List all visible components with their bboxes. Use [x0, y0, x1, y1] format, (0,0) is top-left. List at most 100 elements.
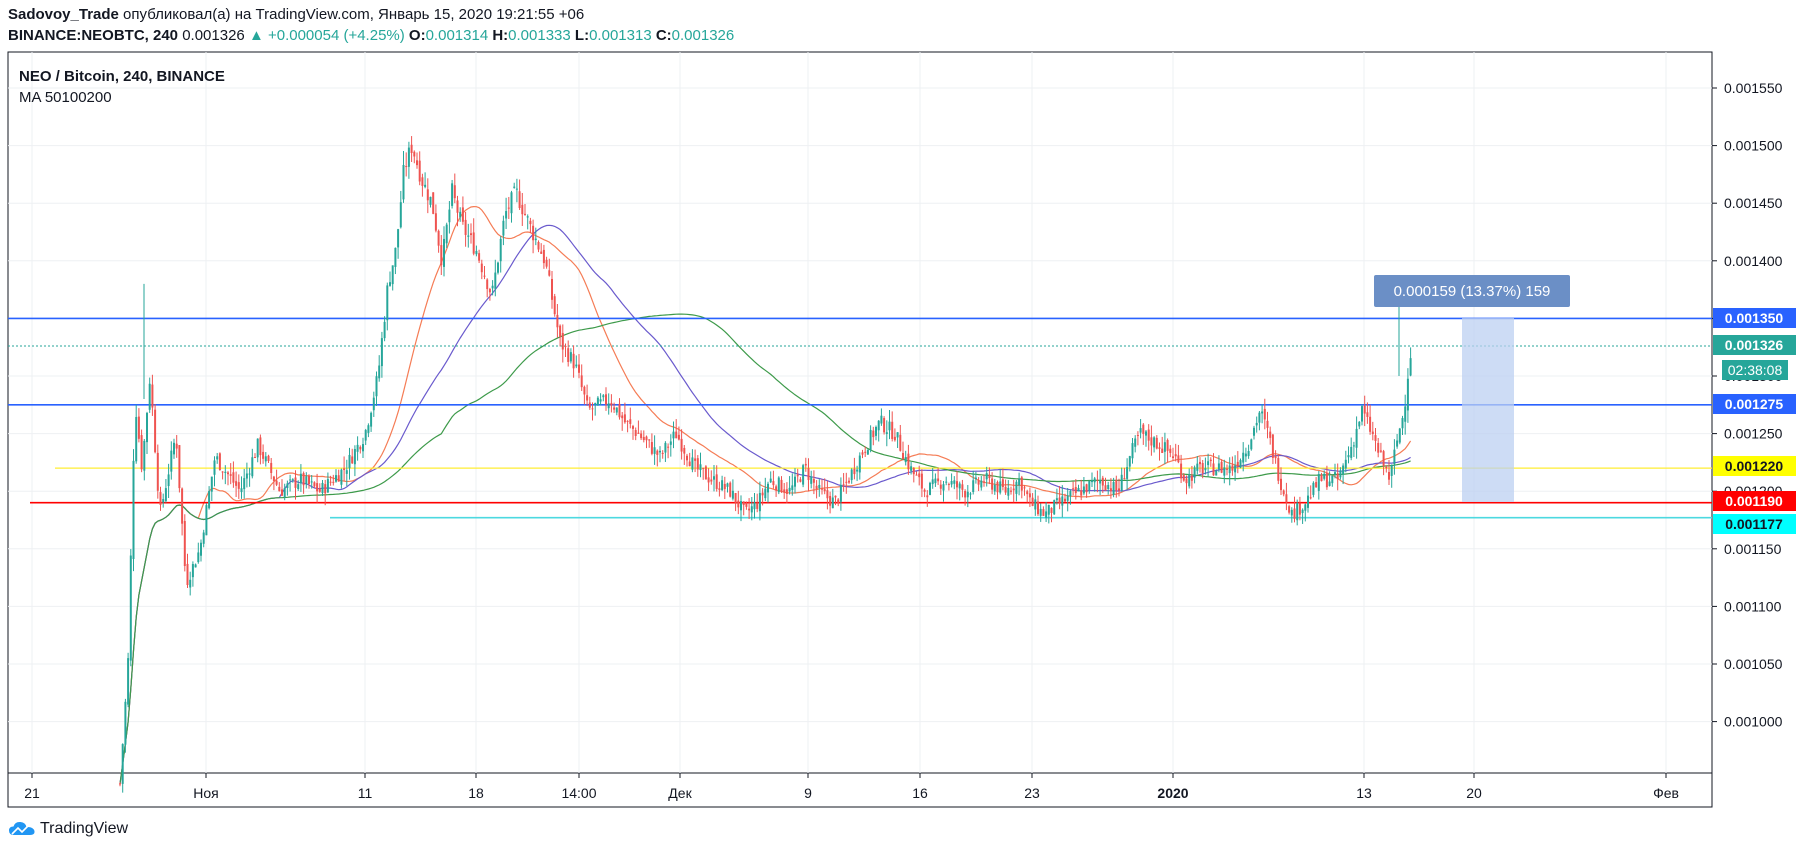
candle-body — [524, 213, 526, 215]
candle-body — [753, 502, 756, 510]
candle-body — [1074, 487, 1077, 494]
tag-1177: 0.001177 — [1725, 516, 1783, 532]
measure-label: 0.000159 (13.37%) 159 — [1394, 283, 1551, 300]
candle-body — [1379, 450, 1382, 452]
candle-body — [1339, 470, 1342, 478]
candle-body — [291, 479, 294, 481]
candle-body — [1377, 442, 1380, 453]
ma100-line — [119, 224, 1411, 784]
author-name[interactable]: Sadovoy_Trade — [8, 6, 119, 23]
candle-body — [929, 482, 931, 495]
candle-body — [896, 432, 899, 438]
candle-body — [1080, 490, 1083, 496]
candle-body — [1134, 438, 1137, 447]
candle-body — [1147, 429, 1150, 441]
candle-body — [375, 376, 378, 397]
candle-body — [129, 555, 132, 661]
candle-body — [869, 429, 872, 450]
horizontal-levels[interactable] — [8, 317, 1712, 519]
candle-body — [1066, 495, 1069, 501]
candle-body — [1042, 509, 1045, 516]
candle-body — [1201, 463, 1204, 474]
candle-body — [1217, 463, 1220, 470]
candle-body — [459, 211, 462, 218]
candle-body — [1018, 479, 1021, 486]
candle-body — [810, 476, 813, 484]
candle-body — [1028, 493, 1031, 498]
candle-body — [394, 247, 397, 267]
candle-body — [818, 484, 821, 489]
candle-body — [1398, 428, 1401, 443]
candle-body — [202, 532, 205, 544]
candles — [119, 136, 1412, 793]
price-range-measure[interactable]: 0.000159 (13.37%) 159 — [1374, 275, 1570, 502]
tradingview-brand[interactable]: TradingView — [40, 820, 129, 837]
candle-body — [664, 442, 667, 453]
candle-body — [421, 177, 424, 186]
candle-body — [402, 164, 405, 200]
candle-body — [1307, 495, 1309, 508]
candle-body — [410, 144, 413, 154]
candle-body — [194, 564, 197, 568]
candle-body — [904, 456, 907, 463]
candle-body — [248, 473, 251, 475]
candle-body — [734, 493, 737, 503]
candle-body — [1277, 458, 1280, 481]
tag-1350: 0.001350 — [1725, 310, 1784, 326]
price-chart[interactable]: 0.000159 (13.37%) 159 0.001550 0.001500 0.… — [0, 0, 1805, 820]
candle-body — [772, 481, 775, 486]
candle-body — [702, 467, 705, 469]
candle-body — [888, 421, 891, 431]
candle-body — [399, 202, 402, 228]
candle-body — [1188, 474, 1191, 487]
tag-bg-1190 — [1713, 491, 1796, 511]
candle-body — [880, 415, 883, 424]
candle-body — [1185, 478, 1188, 484]
candle-body — [556, 314, 559, 328]
candle-body — [467, 235, 470, 237]
candle-body — [966, 491, 969, 498]
candle-body — [426, 189, 429, 201]
tradingview-cloud-icon — [9, 821, 35, 835]
price-tick-label: 0.001250 — [1724, 426, 1783, 442]
candle-body — [1228, 465, 1231, 474]
candle-body — [1123, 478, 1126, 480]
candle-body — [443, 238, 445, 267]
high-value: 0.001333 — [508, 27, 571, 44]
candle-body — [1274, 456, 1277, 459]
candle-body — [329, 481, 332, 483]
candle-body — [418, 160, 421, 182]
candle-body — [845, 481, 848, 483]
candle-body — [853, 468, 856, 475]
time-axis[interactable]: 21 Ноя 11 18 14:00 Дек 9 16 23 2020 13 20 Фев — [24, 773, 1679, 801]
candle-body — [186, 563, 189, 585]
candle-body — [1317, 474, 1320, 491]
candle-body — [696, 458, 699, 470]
candle-body — [1107, 484, 1110, 490]
candle-body — [675, 431, 678, 439]
candle-body — [969, 493, 972, 495]
candle-body — [453, 185, 456, 199]
measure-box[interactable] — [1462, 318, 1514, 502]
candle-body — [305, 476, 308, 485]
candle-body — [856, 469, 859, 472]
candle-body — [680, 438, 683, 452]
candle-body — [667, 446, 670, 448]
candle-body — [1342, 465, 1345, 475]
candle-body — [146, 412, 148, 443]
candle-body — [1115, 479, 1118, 491]
candle-body — [553, 296, 556, 315]
candle-body — [1409, 358, 1412, 376]
candle-body — [610, 402, 613, 406]
candle-body — [170, 450, 173, 472]
candle-body — [596, 397, 599, 406]
candle-body — [564, 345, 567, 347]
candle-body — [980, 480, 983, 488]
candle-body — [154, 409, 157, 453]
candle-body — [551, 278, 553, 300]
tag-1275: 0.001275 — [1725, 396, 1784, 412]
legend-indicator[interactable]: MA 50100200 — [19, 89, 112, 106]
candle-body — [694, 458, 697, 461]
legend-title[interactable]: NEO / Bitcoin, 240, BINANCE — [19, 68, 225, 85]
candle-body — [1388, 471, 1390, 480]
